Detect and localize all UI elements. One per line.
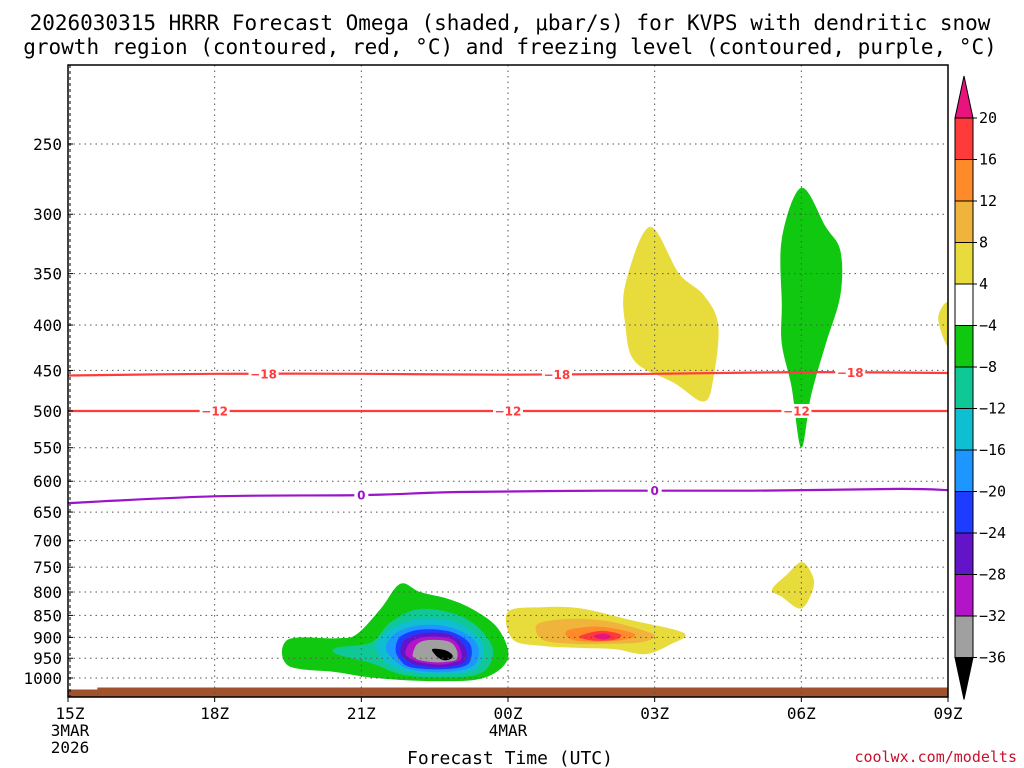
- contour-label--12: −12: [783, 405, 810, 419]
- colorbar-box: [954, 117, 974, 160]
- x-tick-label-09Z: 09Z: [934, 704, 963, 723]
- contour-label-bg: [835, 365, 866, 380]
- colorbar-box: [954, 242, 974, 285]
- chart-title-line-1: 2026030315 HRRR Forecast Omega (shaded, …: [30, 11, 991, 35]
- colorbar-label: 16: [979, 151, 997, 169]
- contour-line--18: [67, 370, 949, 377]
- colorbar: 20 16 12 8 4 −4 −8 −12 −16 −20 −24 −28 −32 −36: [954, 75, 1006, 700]
- contour-label--18: −18: [837, 366, 864, 380]
- colorbar-box: [954, 200, 974, 243]
- x-tick-sublabel: 2026: [51, 738, 90, 757]
- colorbar-bottom-arrow: [954, 657, 974, 700]
- y-tick-label-300: 300: [33, 205, 62, 224]
- y-tick-label-450: 450: [33, 361, 62, 380]
- y-tick-label-800: 800: [33, 583, 62, 602]
- x-tick-label-18Z: 18Z: [200, 704, 229, 723]
- colorbar-label: 12: [979, 192, 997, 210]
- contour-label-bg: [248, 366, 279, 381]
- y-tick-label-1000: 1000: [23, 669, 62, 688]
- omega-region-yellow-edge-09z: [938, 302, 948, 346]
- contour-label-bg: [354, 488, 369, 503]
- contour-label-0: 0: [650, 484, 658, 498]
- colorbar-label: −36: [979, 649, 1006, 667]
- pressure-axis: 250 300 350 400 450 500 550 600 650 700 750 800 850 9…: [23, 135, 73, 688]
- temperature-contours: −18 −18 −18−12 −12 −120 0: [67, 365, 949, 505]
- contour-label-bg: [541, 367, 572, 382]
- colorbar-top-arrow: [954, 75, 974, 119]
- colorbar-box: [954, 408, 974, 451]
- chart-title-line-2: growth region (contoured, red, °C) and f…: [23, 35, 997, 59]
- colorbar-label: 4: [979, 275, 988, 293]
- contour-label-0: 0: [357, 489, 365, 503]
- y-tick-label-500: 500: [33, 402, 62, 421]
- y-tick-label-750: 750: [33, 558, 62, 577]
- x-axis-label: Forecast Time (UTC): [407, 748, 613, 768]
- colorbar-box: [954, 159, 974, 202]
- contour-label--18: −18: [250, 367, 277, 381]
- y-tick-label-700: 700: [33, 532, 62, 551]
- colorbar-label: −8: [979, 358, 997, 376]
- omega-region-black-21z: [431, 648, 453, 661]
- x-tick-label-00Z: 00Z: [494, 704, 523, 723]
- x-tick-label-21Z: 21Z: [347, 704, 376, 723]
- contour-label--18: −18: [544, 368, 571, 382]
- x-tick-sublabel: 3MAR: [51, 721, 90, 740]
- colorbar-label: −12: [979, 400, 1006, 418]
- surface-gap: [68, 687, 98, 690]
- contour-line-0: [67, 487, 949, 505]
- contour--12: −12 −12 −12: [67, 404, 948, 419]
- colorbar-label: 8: [979, 234, 988, 252]
- contour-label-bg: [493, 404, 523, 418]
- colorbar-label: −24: [979, 524, 1006, 542]
- colorbar-label: −32: [979, 607, 1006, 625]
- contour-label-bg: [781, 404, 812, 418]
- y-tick-label-850: 850: [33, 606, 62, 625]
- contour--18: −18 −18 −18: [67, 365, 949, 382]
- colorbar-label: 20: [979, 109, 997, 127]
- contour-label--12: −12: [495, 405, 522, 419]
- contour-label-bg: [199, 404, 230, 418]
- omega-region-yellow-upper-03z: [623, 226, 719, 402]
- colorbar-box: [954, 491, 974, 534]
- colorbar-label: −20: [979, 483, 1006, 501]
- x-tick-label-06Z: 06Z: [787, 704, 816, 723]
- colorbar-box: [954, 283, 974, 326]
- y-tick-label-600: 600: [33, 472, 62, 491]
- y-tick-label-400: 400: [33, 316, 62, 335]
- y-tick-label-650: 650: [33, 503, 62, 522]
- colorbar-box: [954, 449, 974, 492]
- chart-grid: [68, 65, 948, 697]
- y-tick-label-950: 950: [33, 649, 62, 668]
- omega-shading: [281, 187, 948, 682]
- colorbar-label: −4: [979, 317, 997, 335]
- colorbar-box: [954, 532, 974, 575]
- omega-region-yellow-07z: [771, 561, 815, 609]
- y-tick-label-900: 900: [33, 628, 62, 647]
- credit-text: coolwx.com/modelts: [854, 748, 1017, 766]
- y-tick-label-250: 250: [33, 135, 62, 154]
- colorbar-box: [954, 366, 974, 409]
- x-tick-sublabel: 4MAR: [489, 721, 528, 740]
- y-tick-label-350: 350: [33, 265, 62, 284]
- colorbar-label: −16: [979, 441, 1006, 459]
- colorbar-box: [954, 574, 974, 617]
- colorbar-label: −28: [979, 566, 1006, 584]
- omega-region-magenta-00z: [593, 633, 612, 640]
- colorbar-box: [954, 325, 974, 368]
- colorbar-box: [954, 615, 974, 658]
- x-tick-label-03Z: 03Z: [640, 704, 669, 723]
- y-tick-label-550: 550: [33, 439, 62, 458]
- x-tick-label-15Z: 15Z: [56, 704, 85, 723]
- contour-label--12: −12: [201, 405, 228, 419]
- omega-region-green-upper-06z: [780, 187, 843, 448]
- contour-label-bg: [647, 483, 662, 498]
